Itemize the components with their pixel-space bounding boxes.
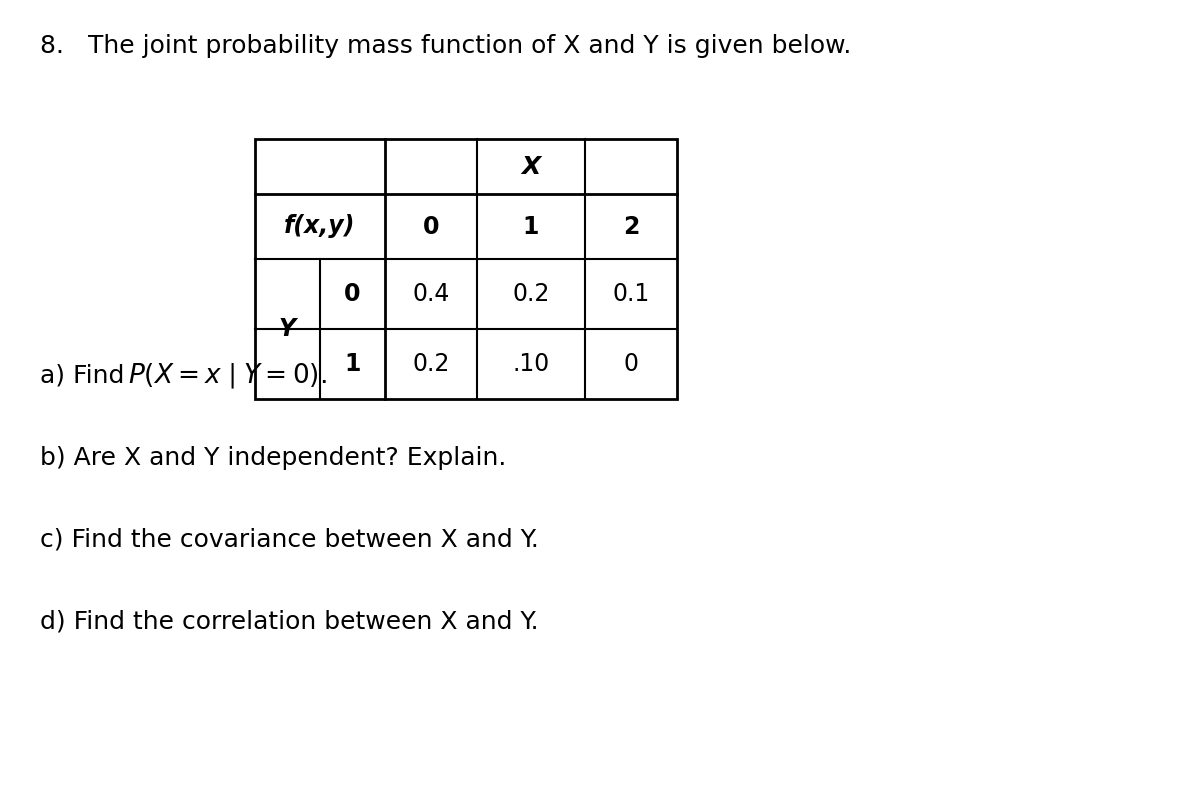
- Text: 0.4: 0.4: [412, 282, 450, 306]
- Text: 0.2: 0.2: [512, 282, 550, 306]
- Text: f(x,y): f(x,y): [284, 214, 355, 238]
- Text: .10: .10: [512, 352, 550, 376]
- Text: 0.1: 0.1: [612, 282, 650, 306]
- Text: 0: 0: [624, 352, 638, 376]
- Text: 0: 0: [423, 214, 440, 238]
- Text: 0: 0: [345, 282, 361, 306]
- Text: $P\left(X = x\mid Y = 0\right).$: $P\left(X = x\mid Y = 0\right).$: [128, 362, 327, 391]
- Text: 2: 2: [623, 214, 639, 238]
- Text: 0.2: 0.2: [412, 352, 450, 376]
- Text: Y: Y: [279, 317, 296, 341]
- Text: 1: 1: [345, 352, 361, 376]
- Text: b) Are X and Y independent? Explain.: b) Are X and Y independent? Explain.: [40, 446, 506, 470]
- Text: d) Find the correlation between X and Y.: d) Find the correlation between X and Y.: [40, 610, 538, 634]
- Text: c) Find the covariance between X and Y.: c) Find the covariance between X and Y.: [40, 528, 539, 552]
- Bar: [255, 139, 677, 399]
- Text: a) Find: a) Find: [40, 364, 132, 388]
- Text: X: X: [522, 155, 541, 179]
- Text: 1: 1: [523, 214, 539, 238]
- Text: 8.   The joint probability mass function of X and Y is given below.: 8. The joint probability mass function o…: [40, 34, 852, 58]
